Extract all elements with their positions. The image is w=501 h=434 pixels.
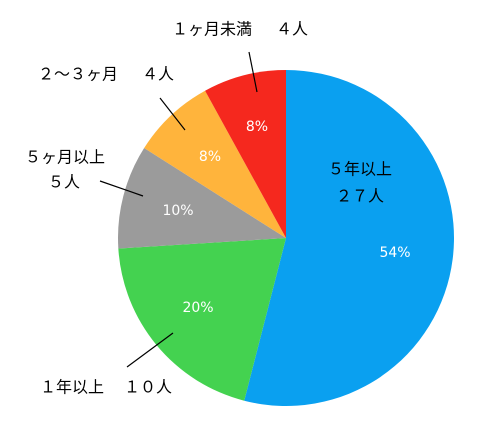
count-label: ２７人: [336, 187, 384, 206]
pie-slice: [205, 70, 286, 238]
leader-line: [159, 97, 186, 131]
percent-label: 10%: [162, 203, 193, 219]
leader-line: [248, 51, 258, 93]
leader-line: [126, 332, 174, 368]
percent-label: 8%: [199, 149, 221, 165]
count-label: ５人: [48, 173, 80, 192]
leader-line: [99, 180, 144, 197]
count-label: １０人: [124, 378, 172, 397]
pie-slice: [118, 238, 286, 401]
pie-slice: [244, 70, 454, 407]
pie-slice: [118, 147, 286, 249]
percent-label: 8%: [246, 119, 268, 135]
category-label: ５ヶ月以上: [25, 148, 105, 167]
category-label: ５年以上: [328, 160, 392, 179]
pie-slice: [144, 90, 286, 238]
percent-label: 54%: [379, 245, 410, 261]
count-label: ４人: [142, 65, 174, 84]
category-label: １ヶ月未満: [172, 20, 252, 39]
count-label: ４人: [276, 20, 308, 39]
category-label: ２〜３ヶ月: [38, 65, 118, 84]
percent-label: 20%: [182, 300, 213, 316]
category-label: １年以上: [40, 378, 104, 397]
